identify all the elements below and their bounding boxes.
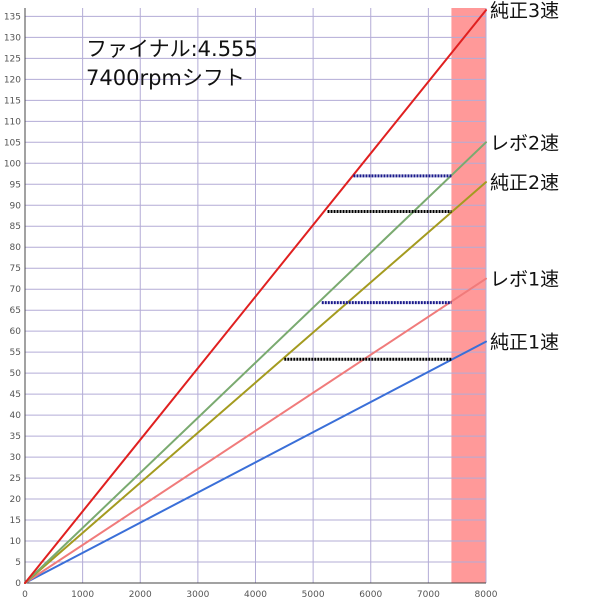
y-tick-label-115: 115 — [4, 96, 21, 106]
annotation-shift-rpm: 7400rpmシフト — [86, 66, 245, 90]
y-tick-label-50: 50 — [10, 369, 22, 379]
x-tick-label-4000: 4000 — [244, 590, 267, 600]
y-tick-label-65: 65 — [10, 306, 21, 316]
y-tick-label-95: 95 — [10, 180, 21, 190]
x-tick-label-3000: 3000 — [186, 590, 209, 600]
y-tick-label-30: 30 — [10, 453, 22, 463]
series-label-4: 純正3速 — [490, 0, 559, 22]
y-tick-label-105: 105 — [4, 138, 21, 148]
y-tick-label-125: 125 — [4, 54, 21, 64]
y-tick-label-60: 60 — [10, 327, 22, 337]
series-line-1 — [24, 277, 487, 584]
series-label-0: 純正1速 — [490, 332, 559, 354]
y-tick-label-100: 100 — [4, 159, 21, 169]
series-line-2 — [24, 181, 487, 584]
y-tick-label-80: 80 — [10, 243, 22, 253]
y-tick-label-85: 85 — [10, 222, 21, 232]
y-tick-label-0: 0 — [15, 579, 21, 589]
series-label-1: レボ1速 — [490, 269, 559, 291]
y-tick-label-90: 90 — [10, 201, 22, 211]
y-tick-label-75: 75 — [10, 264, 21, 274]
shift-band — [451, 8, 486, 583]
shift-band-layer — [451, 8, 486, 583]
x-tick-label-7000: 7000 — [417, 590, 440, 600]
x-tick-label-1000: 1000 — [71, 590, 94, 600]
series-label-2: 純正2速 — [490, 172, 559, 194]
y-tick-label-35: 35 — [10, 432, 21, 442]
series-labels: 純正1速 レボ1速 純正2速 レボ2速 純正3速 — [490, 0, 559, 354]
y-tick-label-40: 40 — [10, 411, 22, 421]
axes: 0 5 10 15 20 25 30 35 40 45 50 55 60 65 70 75 80 85 90 95 10… — [4, 8, 498, 600]
y-tick-label-120: 120 — [4, 75, 21, 85]
annotation-final-ratio: ファイナル:4.555 — [86, 37, 258, 61]
y-tick-label-20: 20 — [10, 495, 22, 505]
x-tick-label-6000: 6000 — [359, 590, 382, 600]
y-tick-label-130: 130 — [4, 33, 21, 43]
x-tick-label-2000: 2000 — [129, 590, 152, 600]
y-tick-label-55: 55 — [10, 348, 21, 358]
series-line-4 — [24, 9, 487, 584]
shift-lines — [284, 174, 452, 361]
series-line-0 — [24, 340, 487, 584]
y-tick-label-5: 5 — [15, 558, 21, 568]
x-tick-label-5000: 5000 — [302, 590, 325, 600]
y-tick-label-25: 25 — [10, 474, 21, 484]
x-tick-label-0: 0 — [22, 590, 28, 600]
y-tick-label-15: 15 — [10, 516, 21, 526]
series-line-3 — [24, 141, 487, 584]
y-tick-label-110: 110 — [4, 117, 21, 127]
y-tick-label-135: 135 — [4, 12, 21, 22]
y-tick-label-70: 70 — [10, 285, 22, 295]
x-tick-label-8000: 8000 — [475, 590, 498, 600]
y-tick-label-10: 10 — [10, 537, 22, 547]
series-lines — [24, 9, 487, 584]
series-label-3: レボ2速 — [490, 132, 559, 154]
y-tick-label-45: 45 — [10, 390, 21, 400]
